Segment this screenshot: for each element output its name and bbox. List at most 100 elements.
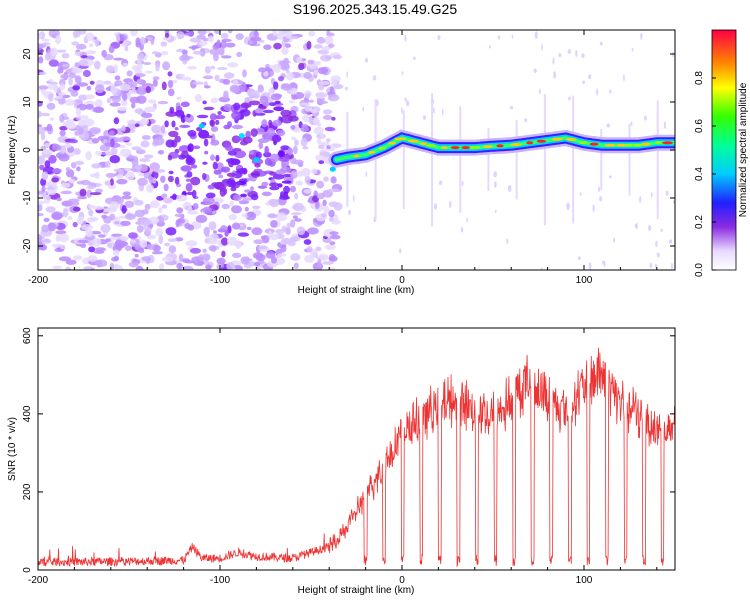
spectrogram-noise-blob	[248, 100, 261, 106]
spectrogram-noise-blob	[73, 255, 83, 261]
spectrogram-noise-blob	[155, 62, 160, 72]
spectrogram-noise-blob	[322, 199, 327, 207]
spectrogram-faint-dot	[665, 190, 669, 196]
spectrogram-noise-blob	[228, 214, 237, 221]
spectrogram-noise-blob	[60, 244, 66, 250]
spectrogram-noise-blob	[79, 188, 87, 197]
spectrogram-noise-blob	[187, 66, 197, 70]
spectrogram-noise-blob	[116, 34, 121, 43]
spectrogram-xtick-label: 0	[399, 275, 405, 286]
spectrogram-noise-blob	[280, 244, 287, 253]
spectrogram-noise-blob	[292, 202, 304, 212]
spectrogram-noise-blob	[308, 30, 316, 37]
spectrogram-noise-blob	[314, 200, 320, 210]
spectrogram-noise-blob	[139, 158, 151, 163]
spectrogram-noise-blob	[165, 111, 178, 117]
spectrogram-noise-blob	[187, 143, 194, 153]
spectrogram-noise-blob	[330, 75, 341, 83]
spectrogram-noise-blob	[86, 85, 92, 91]
spectrogram-noise-blob	[58, 92, 66, 96]
spectrogram-faint-dot	[413, 56, 416, 61]
spectrogram-noise-blob	[248, 39, 254, 45]
spectrogram-faint-dot	[364, 57, 368, 63]
spectrogram-noise-blob	[121, 125, 126, 132]
spectrogram-noise-blob	[135, 73, 146, 78]
spectrogram-noise-blob	[269, 186, 280, 191]
spectrogram-noise-blob	[202, 253, 211, 261]
spectrogram-noise-blob	[205, 264, 212, 270]
spectrogram-noise-blob	[113, 117, 120, 125]
spectrogram-noise-blob	[202, 161, 208, 165]
spectrogram-noise-blob	[97, 135, 110, 141]
spectrogram-noise-blob	[281, 46, 289, 55]
spectrogram-faint-dot	[449, 200, 452, 209]
spectrogram-noise-blob	[329, 143, 342, 149]
spectrogram-noise-blob	[55, 230, 67, 235]
spectrogram-noise-blob	[78, 119, 86, 127]
spectrogram-noise-blob	[289, 157, 297, 165]
spectrogram-noise-blob	[128, 81, 138, 88]
spectrogram-noise-blob	[257, 245, 268, 250]
spectrogram-noise-blob	[163, 183, 169, 192]
spectrogram-noise-blob	[232, 194, 242, 202]
spectrogram-noise-blob	[268, 198, 279, 206]
spectrogram-faint-dot	[582, 80, 586, 84]
spectrogram-noise-blob	[139, 118, 149, 126]
spectrogram-noise-blob	[323, 147, 336, 151]
spectrogram-faint-dot	[437, 35, 441, 41]
spectrogram-noise-blob	[64, 143, 72, 148]
spectrogram-noise-blob	[318, 160, 325, 165]
spectrogram-noise-blob	[125, 171, 135, 181]
spectrogram-faint-dot	[577, 256, 581, 261]
spectrogram-noise-blob	[143, 154, 154, 159]
spectrogram-noise-blob	[255, 254, 266, 261]
spectrogram-noise-blob	[92, 237, 102, 247]
spectrogram-noise-blob	[100, 224, 111, 233]
spectrogram-noise-blob	[304, 105, 313, 112]
spectrogram-faint-dot	[432, 107, 435, 114]
spectrogram-noise-blob	[254, 112, 266, 116]
spectrogram-noise-blob	[139, 239, 148, 248]
spectrogram-faint-dot	[506, 238, 509, 244]
spectrogram-noise-blob	[161, 256, 174, 263]
spectrogram-noise-blob	[61, 53, 70, 59]
ridge-hotspot	[441, 146, 448, 150]
spectrogram-noise-blob	[224, 144, 233, 151]
spectrogram-noise-blob	[275, 229, 285, 234]
spectrogram-noise-blob	[68, 76, 73, 86]
spectrogram-noise-blob	[114, 75, 121, 81]
spectrogram-noise-blob	[112, 249, 120, 256]
spectrogram-noise-blob	[215, 115, 226, 120]
spectrogram-noise-blob	[182, 201, 192, 210]
spectrogram-noise-blob	[167, 71, 173, 77]
spectrogram-noise-blob	[221, 237, 229, 246]
spectrogram-noise-blob	[66, 119, 75, 124]
spectrogram-noise-blob	[40, 178, 47, 187]
spectrogram-noise-blob	[90, 230, 102, 235]
spectrogram-noise-blob	[65, 167, 71, 172]
spectrogram-noise-blob	[210, 65, 215, 70]
spectrogram-noise-blob	[144, 203, 151, 210]
spectrogram-faint-dot	[352, 194, 355, 203]
spectrogram-faint-dot	[400, 106, 403, 114]
spectrogram-noise-blob	[101, 49, 107, 58]
spectrogram-noise-blob	[220, 40, 227, 49]
spectrogram-noise-blob	[264, 145, 270, 155]
spectrogram-noise-blob	[209, 48, 221, 56]
spectrogram-noise-blob	[48, 154, 57, 164]
spectrogram-noise-blob	[327, 188, 340, 193]
spectrogram-noise-blob	[329, 241, 336, 246]
spectrogram-noise-blob	[119, 144, 126, 149]
spectrogram-noise-blob	[332, 83, 344, 90]
spectrogram-ytick-label: -10	[22, 190, 33, 205]
spectrogram-noise-blob	[261, 181, 269, 187]
spectrogram-noise-blob	[290, 185, 296, 193]
spectrogram-noise-blob	[272, 119, 282, 127]
spectrogram-noise-blob	[124, 200, 135, 208]
spectrogram-noise-blob	[226, 261, 235, 270]
spectrogram-bright-spot	[329, 166, 336, 172]
colorbar: 0.0 0.2 0.4 0.6 0.8 Normalized spectral ampl…	[694, 29, 749, 277]
spectrogram-noise-blob	[289, 87, 298, 95]
spectrogram-noise-blob	[299, 102, 311, 106]
spectrogram-noise-blob	[77, 216, 84, 225]
